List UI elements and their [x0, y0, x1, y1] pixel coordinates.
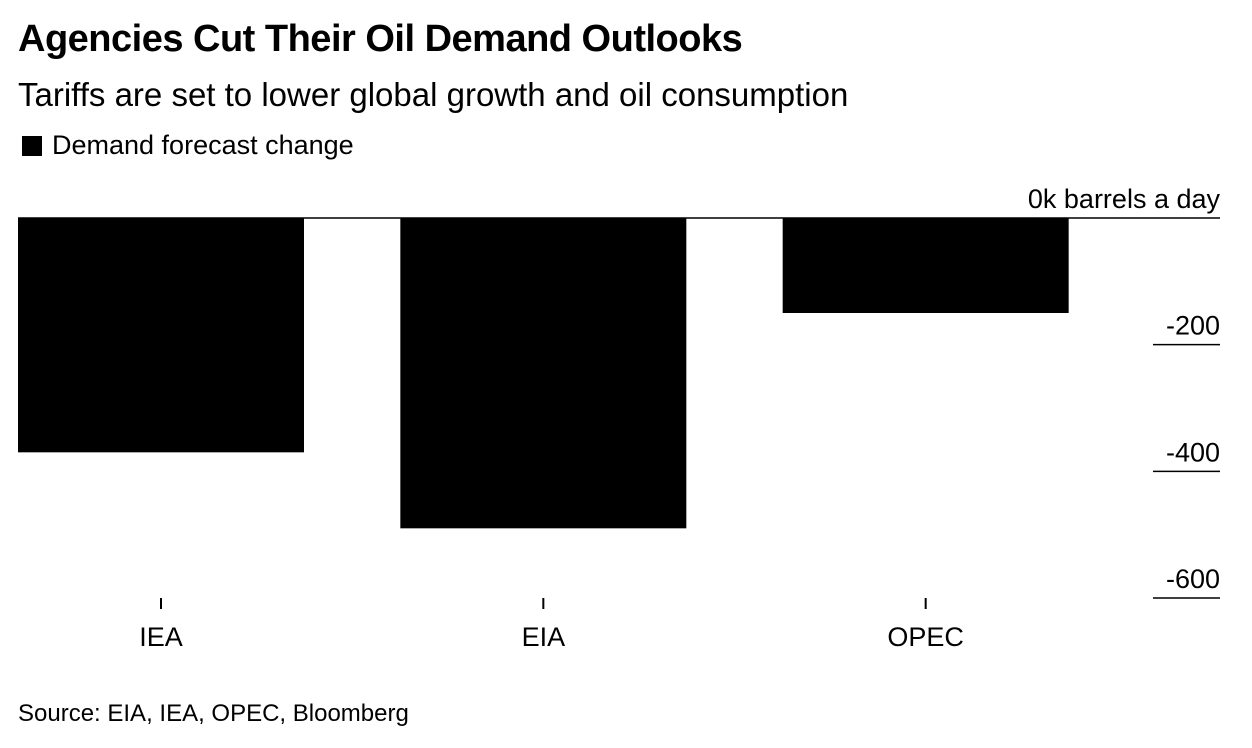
chart-title: Agencies Cut Their Oil Demand Outlooks	[18, 18, 743, 60]
x-tick-label: EIA	[522, 622, 566, 652]
y-tick-label: -400	[1166, 437, 1220, 467]
bar-opec	[782, 218, 1069, 313]
legend-label: Demand forecast change	[52, 130, 354, 160]
legend: Demand forecast change	[22, 130, 354, 161]
y-tick-label: -600	[1166, 564, 1220, 594]
source-note: Source: EIA, IEA, OPEC, Bloomberg	[18, 700, 409, 727]
bar-iea	[18, 218, 304, 453]
y-tick-label: 0k barrels a day	[1028, 184, 1221, 214]
bar-eia	[400, 218, 687, 529]
y-tick-label: -200	[1166, 311, 1220, 341]
chart-subtitle: Tariffs are set to lower global growth a…	[18, 76, 849, 113]
x-tick-label: OPEC	[887, 622, 964, 652]
x-tick-label: IEA	[139, 622, 183, 652]
legend-swatch	[22, 135, 42, 156]
